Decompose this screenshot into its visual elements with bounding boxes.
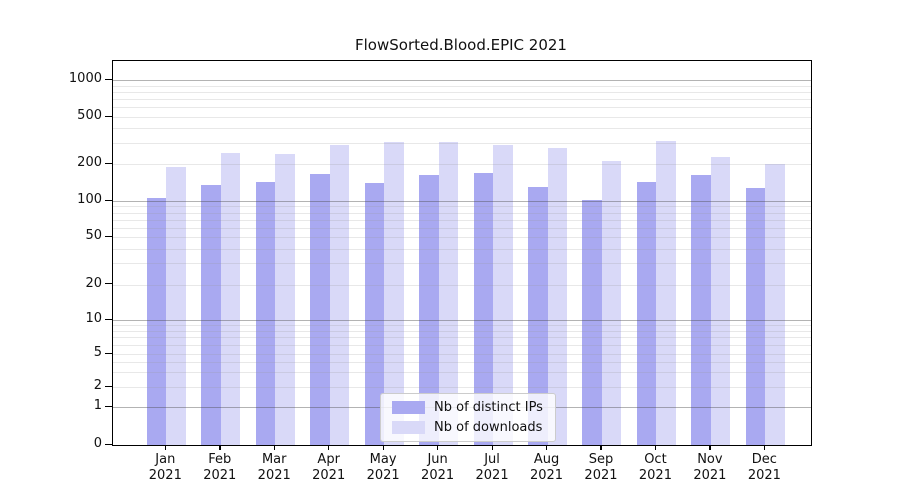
x-tick-label-mar-2021: Mar 2021 xyxy=(257,452,291,483)
x-tick-mark-nov-2021 xyxy=(709,445,711,450)
bar-mar-2021-distinct-ips xyxy=(255,181,276,445)
x-tick-label-aug-2021: Aug 2021 xyxy=(529,452,564,483)
bar-apr-2021-downloads xyxy=(329,144,350,445)
x-tick-mark-jun-2021 xyxy=(437,445,439,450)
bar-oct-2021-distinct-ips xyxy=(636,182,657,445)
x-tick-label-dec-2021: Dec 2021 xyxy=(747,452,781,483)
y-tick-label-20: 20 xyxy=(85,275,102,291)
bar-apr-2021-distinct-ips xyxy=(310,174,330,445)
y-tick-mark-20 xyxy=(105,283,112,285)
legend-item-downloads: Nb of downloads xyxy=(392,419,543,436)
y-tick-mark-5 xyxy=(105,352,112,354)
y-tick-label-200: 200 xyxy=(77,155,102,170)
x-tick-mark-aug-2021 xyxy=(546,445,548,450)
bar-feb-2021-distinct-ips xyxy=(201,185,221,445)
bar-dec-2021-downloads xyxy=(765,164,785,445)
x-tick-label-jul-2021: Jul 2021 xyxy=(475,452,509,483)
x-tick-mark-oct-2021 xyxy=(654,445,657,450)
y-tick-mark-2 xyxy=(105,385,112,387)
plot-area: Nb of distinct IPs Nb of downloads xyxy=(112,60,812,446)
x-tick-label-sep-2021: Sep 2021 xyxy=(584,452,618,483)
y-tick-label-50: 50 xyxy=(85,228,102,243)
x-tick-label-may-2021: May 2021 xyxy=(366,452,400,483)
x-tick-label-jun-2021: Jun 2021 xyxy=(421,452,455,483)
y-tick-mark-1000 xyxy=(105,78,112,80)
y-tick-label-500: 500 xyxy=(77,108,102,123)
x-tick-mark-apr-2021 xyxy=(328,445,330,450)
bar-dec-2021-distinct-ips xyxy=(745,188,766,445)
bar-jan-2021-distinct-ips xyxy=(146,198,167,445)
y-tick-mark-50 xyxy=(105,235,112,237)
legend: Nb of distinct IPs Nb of downloads xyxy=(380,393,556,442)
y-tick-mark-200 xyxy=(105,162,112,164)
chart-title: FlowSorted.Blood.EPIC 2021 xyxy=(355,36,567,54)
bar-jan-2021-downloads xyxy=(166,167,186,445)
bar-sep-2021-downloads xyxy=(601,160,622,445)
y-tick-label-2: 2 xyxy=(93,378,102,393)
bar-aug-2021-distinct-ips xyxy=(528,186,548,445)
y-tick-label-10: 10 xyxy=(85,311,102,326)
y-tick-label-100: 100 xyxy=(77,192,102,207)
x-tick-mark-sep-2021 xyxy=(600,445,602,450)
bar-may-2021-downloads xyxy=(384,142,404,445)
x-tick-label-jan-2021: Jan 2021 xyxy=(148,452,182,483)
bar-oct-2021-downloads xyxy=(656,141,676,445)
bar-mar-2021-downloads xyxy=(275,154,295,445)
bar-jul-2021-downloads xyxy=(493,144,513,445)
legend-item-distinct-ips: Nb of distinct IPs xyxy=(392,399,543,416)
y-tick-label-5: 5 xyxy=(93,345,102,360)
x-tick-label-oct-2021: Oct 2021 xyxy=(638,452,672,483)
bars-layer xyxy=(113,61,811,445)
x-tick-mark-jan-2021 xyxy=(164,445,167,450)
x-tick-mark-may-2021 xyxy=(382,445,384,450)
x-tick-label-apr-2021: Apr 2021 xyxy=(312,452,346,483)
y-tick-label-1000: 1000 xyxy=(68,71,102,86)
legend-swatch-distinct-ips xyxy=(392,401,425,414)
y-tick-label-1: 1 xyxy=(93,398,102,413)
x-tick-mark-feb-2021 xyxy=(219,445,221,450)
x-tick-mark-mar-2021 xyxy=(273,445,276,450)
legend-swatch-downloads xyxy=(392,421,425,434)
legend-label-distinct-ips: Nb of distinct IPs xyxy=(434,400,543,415)
bar-feb-2021-downloads xyxy=(220,152,241,445)
y-tick-mark-500 xyxy=(105,115,112,117)
x-tick-label-feb-2021: Feb 2021 xyxy=(203,452,237,483)
y-tick-mark-0 xyxy=(105,443,112,445)
y-tick-mark-1 xyxy=(105,405,112,407)
bar-nov-2021-downloads xyxy=(710,157,731,445)
bar-jun-2021-distinct-ips xyxy=(419,175,439,445)
bar-jun-2021-downloads xyxy=(438,142,459,445)
bar-jul-2021-distinct-ips xyxy=(473,172,494,445)
bar-aug-2021-downloads xyxy=(547,148,568,445)
bar-nov-2021-distinct-ips xyxy=(691,175,711,445)
y-tick-mark-10 xyxy=(105,318,112,320)
x-tick-label-nov-2021: Nov 2021 xyxy=(693,452,727,483)
bar-sep-2021-distinct-ips xyxy=(582,200,602,445)
y-tick-label-0: 0 xyxy=(93,436,102,451)
y-tick-mark-100 xyxy=(105,199,112,201)
bar-may-2021-distinct-ips xyxy=(364,182,385,445)
x-tick-mark-dec-2021 xyxy=(763,445,766,450)
legend-label-downloads: Nb of downloads xyxy=(434,420,543,435)
x-tick-mark-jul-2021 xyxy=(491,445,493,450)
